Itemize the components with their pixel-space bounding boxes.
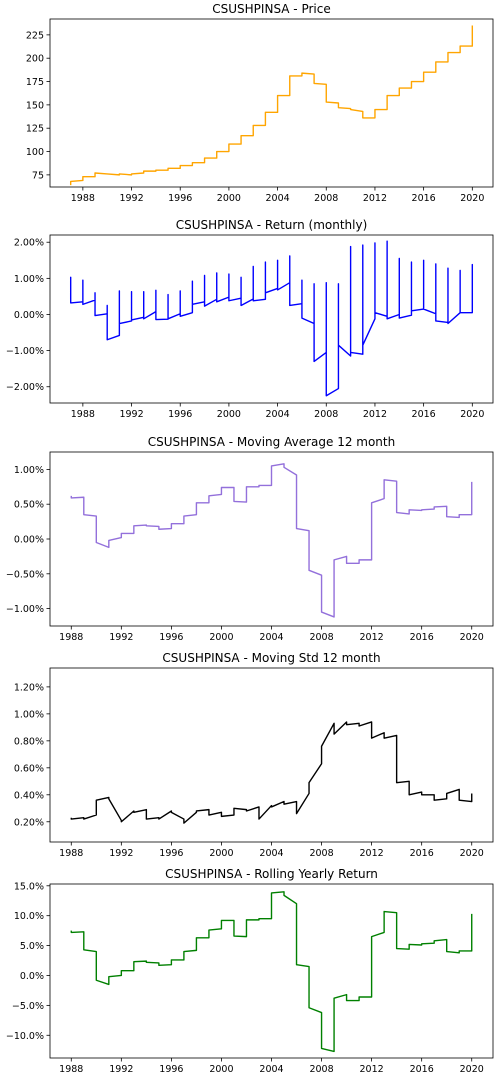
x-tick-label: 1992 (119, 193, 143, 204)
y-tick-label: 0.00% (14, 535, 44, 546)
y-tick-label: −5.0% (12, 1001, 44, 1012)
x-tick-label: 2016 (410, 848, 434, 859)
series-line (70, 891, 473, 1053)
y-tick-label: −0.50% (6, 569, 44, 580)
x-tick-label: 2020 (460, 193, 484, 204)
y-tick-label: −10.0% (6, 1031, 44, 1042)
y-tick-label: 0.80% (14, 736, 44, 747)
x-tick-label: 2020 (460, 848, 484, 859)
x-tick-label: 1988 (59, 632, 83, 643)
y-tick-label: 1.20% (14, 682, 44, 693)
x-tick-label: 2000 (209, 848, 233, 859)
y-tick-label: 0.40% (14, 790, 44, 801)
x-tick-label: 1996 (159, 1064, 183, 1075)
y-tick-label: 10.0% (14, 911, 44, 922)
x-tick-label: 2004 (265, 193, 289, 204)
x-tick-label: 1996 (159, 848, 183, 859)
y-tick-label: 5.0% (20, 941, 44, 952)
x-tick-label: 1988 (59, 1064, 83, 1075)
axes-frame (49, 667, 494, 843)
chart-panel-3: CSUSHPINSA - Moving Average 12 month 1988… (6, 435, 494, 643)
y-tick-label: 0.50% (14, 500, 44, 511)
x-tick-label: 2020 (460, 409, 484, 420)
x-tick-label: 2000 (209, 632, 233, 643)
chart-title: CSUSHPINSA - Moving Average 12 month (148, 435, 395, 449)
y-tick-label: 0.60% (14, 763, 44, 774)
series-line (70, 463, 473, 618)
series-line (69, 240, 474, 397)
x-tick-label: 2004 (259, 1064, 283, 1075)
y-tick-label: −2.00% (6, 382, 44, 393)
chart-panel-2: CSUSHPINSA - Return (monthly) 1988 1992 199… (6, 218, 494, 420)
x-tick-label: 2012 (360, 848, 384, 859)
y-tick-label: 15.0% (14, 881, 44, 892)
x-tick-label: 2008 (309, 848, 333, 859)
x-tick-label: 2012 (363, 193, 387, 204)
x-tick-label: 1996 (168, 409, 192, 420)
x-tick-label: 2008 (309, 632, 333, 643)
chart-panel-4: CSUSHPINSA - Moving Std 12 month 1988 1992… (14, 651, 494, 859)
x-tick-label: 1992 (109, 848, 133, 859)
x-tick-label: 1988 (71, 193, 95, 204)
x-tick-label: 1988 (71, 409, 95, 420)
y-tick-label: 2.00% (14, 238, 44, 249)
chart-title: CSUSHPINSA - Return (monthly) (176, 218, 368, 232)
y-tick-label: −1.00% (6, 604, 44, 615)
y-tick-label: 100 (26, 147, 44, 158)
axes-frame (49, 234, 494, 404)
x-tick-label: 2020 (460, 632, 484, 643)
y-tick-label: 1.00% (14, 709, 44, 720)
y-tick-label: 0.0% (20, 971, 44, 982)
x-tick-label: 2016 (410, 632, 434, 643)
x-tick-label: 2004 (259, 848, 283, 859)
x-tick-label: 2008 (314, 193, 338, 204)
x-tick-label: 2004 (259, 632, 283, 643)
x-tick-label: 1992 (119, 409, 143, 420)
y-tick-label: −1.00% (6, 346, 44, 357)
x-tick-label: 2000 (217, 409, 241, 420)
y-tick-label: 125 (26, 124, 44, 135)
x-tick-label: 2016 (412, 409, 436, 420)
y-tick-label: 1.00% (14, 274, 44, 285)
y-tick-label: 200 (26, 54, 44, 65)
x-tick-label: 2020 (460, 1064, 484, 1075)
x-tick-label: 1996 (159, 632, 183, 643)
x-tick-label: 2012 (360, 1064, 384, 1075)
y-tick-label: 1.00% (14, 465, 44, 476)
x-tick-label: 2004 (265, 409, 289, 420)
x-tick-label: 2012 (363, 409, 387, 420)
chart-title: CSUSHPINSA - Price (212, 2, 330, 16)
y-tick-label: 75 (32, 170, 44, 181)
x-tick-label: 2016 (410, 1064, 434, 1075)
chart-title: CSUSHPINSA - Rolling Yearly Return (165, 867, 378, 881)
chart-title: CSUSHPINSA - Moving Std 12 month (162, 651, 380, 665)
y-tick-label: 225 (26, 30, 44, 41)
y-tick-label: 0.20% (14, 817, 44, 828)
x-tick-label: 2016 (412, 193, 436, 204)
x-tick-label: 2008 (314, 409, 338, 420)
series-line (69, 25, 474, 186)
y-tick-label: 0.00% (14, 310, 44, 321)
x-tick-label: 1992 (109, 1064, 133, 1075)
x-tick-label: 2000 (217, 193, 241, 204)
chart-panel-1: CSUSHPINSA - Price 1988 1992 1996 2000 2004 20… (26, 2, 494, 204)
y-tick-label: 150 (26, 100, 44, 111)
x-tick-label: 1992 (109, 632, 133, 643)
axes-frame (49, 18, 494, 188)
x-tick-label: 1996 (168, 193, 192, 204)
x-tick-label: 2008 (309, 1064, 333, 1075)
x-tick-label: 2012 (360, 632, 384, 643)
y-tick-label: 175 (26, 77, 44, 88)
chart-panel-5: CSUSHPINSA - Rolling Yearly Return 1988 19… (6, 867, 494, 1075)
x-tick-label: 2000 (209, 1064, 233, 1075)
x-tick-label: 1988 (59, 848, 83, 859)
series-line (70, 721, 473, 824)
